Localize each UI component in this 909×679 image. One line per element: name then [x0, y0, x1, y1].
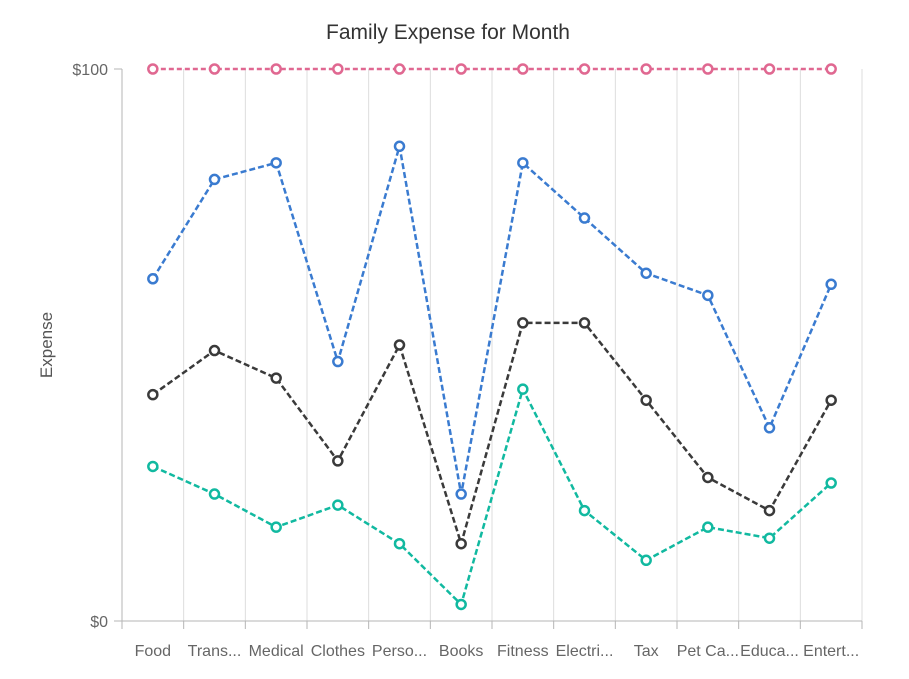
data-point[interactable] — [763, 532, 776, 544]
y-tick-label: $0 — [90, 614, 108, 631]
y-axis-label: Expense — [37, 312, 56, 378]
data-point[interactable] — [702, 289, 714, 302]
series-lines — [151, 67, 833, 607]
x-tick-label: Clothes — [311, 643, 365, 660]
data-point[interactable] — [147, 460, 159, 473]
data-point[interactable] — [208, 173, 221, 186]
data-point[interactable] — [825, 394, 837, 406]
data-point[interactable] — [702, 63, 714, 75]
x-tick-label: Educa... — [740, 643, 799, 660]
data-points — [147, 63, 837, 611]
data-point[interactable] — [393, 140, 406, 153]
data-point[interactable] — [147, 63, 159, 75]
data-point[interactable] — [825, 278, 837, 291]
data-point[interactable] — [517, 157, 529, 169]
data-point[interactable] — [578, 317, 591, 329]
data-point[interactable] — [393, 63, 406, 75]
data-point[interactable] — [455, 63, 467, 75]
data-point[interactable] — [640, 554, 652, 567]
data-point[interactable] — [332, 499, 344, 511]
data-point[interactable] — [332, 63, 344, 75]
data-point[interactable] — [825, 63, 837, 75]
axes — [114, 68, 863, 629]
y-tick-labels: $0 $100 — [72, 62, 108, 631]
x-tick-label: Perso... — [372, 643, 427, 660]
data-point[interactable] — [332, 455, 344, 467]
data-point[interactable] — [517, 317, 529, 329]
data-point[interactable] — [270, 372, 282, 384]
data-point[interactable] — [455, 598, 467, 611]
x-tick-label: Trans... — [188, 643, 242, 660]
data-point[interactable] — [270, 521, 282, 533]
grid-lines — [121, 69, 863, 621]
series-line-1 — [152, 385, 833, 607]
data-point[interactable] — [208, 344, 221, 357]
data-point[interactable] — [332, 355, 344, 368]
data-point[interactable] — [640, 63, 652, 75]
data-point[interactable] — [763, 63, 776, 75]
data-point[interactable] — [640, 267, 652, 279]
data-point[interactable] — [702, 521, 714, 533]
x-tick-label: Food — [135, 643, 171, 660]
y-tick-label: $100 — [72, 62, 108, 79]
data-point[interactable] — [763, 422, 776, 434]
data-point[interactable] — [147, 273, 159, 285]
data-point[interactable] — [517, 63, 529, 75]
data-point[interactable] — [147, 388, 159, 401]
data-point[interactable] — [825, 477, 837, 489]
chart-title: Family Expense for Month — [326, 21, 570, 44]
data-point[interactable] — [455, 488, 467, 500]
x-tick-label: Medical — [249, 643, 304, 660]
data-point[interactable] — [270, 157, 282, 169]
data-point[interactable] — [763, 504, 776, 517]
x-tick-label: Tax — [634, 643, 659, 660]
x-tick-label: Fitness — [497, 643, 549, 660]
data-point[interactable] — [640, 394, 652, 406]
x-tick-label: Books — [439, 643, 483, 660]
data-point[interactable] — [578, 504, 591, 517]
data-point[interactable] — [393, 339, 406, 351]
data-point[interactable] — [517, 383, 529, 395]
x-tick-label: Entert... — [803, 643, 859, 660]
data-point[interactable] — [702, 471, 714, 484]
data-point[interactable] — [578, 212, 591, 224]
data-point[interactable] — [393, 537, 406, 550]
data-point[interactable] — [208, 488, 221, 500]
data-point[interactable] — [270, 63, 282, 75]
x-tick-labels: Food Trans... Medical Clothes Perso... Books F… — [135, 643, 860, 660]
data-point[interactable] — [578, 63, 591, 75]
series-line-3 — [151, 145, 833, 495]
x-tick-label: Electri... — [556, 643, 614, 660]
data-point[interactable] — [208, 63, 221, 75]
data-point[interactable] — [455, 537, 467, 550]
x-tick-label: Pet Ca... — [677, 643, 739, 660]
